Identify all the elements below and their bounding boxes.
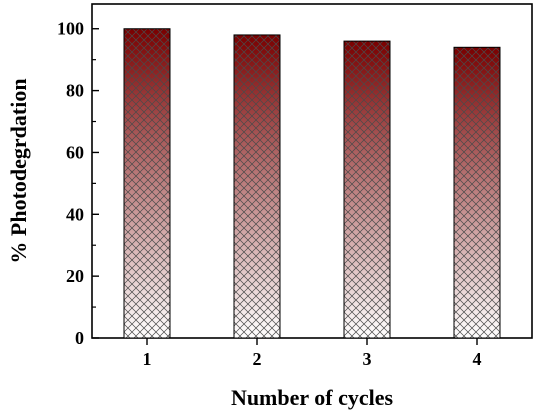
x-tick-label: 2 (253, 349, 262, 369)
bar-2 (233, 34, 281, 339)
bar-3 (343, 40, 391, 339)
y-axis-title: % Photodegrdation (6, 78, 31, 263)
y-tick-label: 100 (57, 19, 84, 39)
bars (123, 28, 501, 339)
plot-area: 0 20 40 60 80 100 1 2 3 4 (57, 3, 533, 369)
bar-1 (123, 28, 171, 339)
y-tick-label: 40 (66, 204, 84, 224)
plot-frame (91, 3, 533, 339)
y-tick-label: 60 (66, 142, 84, 162)
x-tick-label: 1 (143, 349, 152, 369)
y-tick-label: 80 (66, 81, 84, 101)
x-axis: 1 2 3 4 (143, 338, 482, 369)
y-axis: 0 20 40 60 80 100 (57, 19, 99, 348)
y-tick-label: 20 (66, 266, 84, 286)
x-axis-title: Number of cycles (231, 385, 394, 410)
y-tick-label: 0 (75, 328, 84, 348)
x-tick-label: 4 (473, 349, 482, 369)
x-tick-label: 3 (363, 349, 372, 369)
bar-4 (453, 46, 501, 339)
